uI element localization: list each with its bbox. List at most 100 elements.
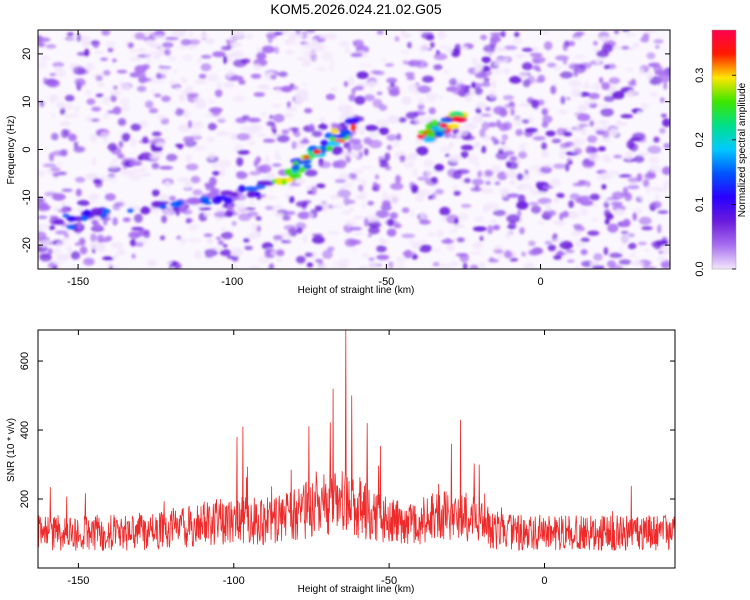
spectrogram-texture-blob	[295, 255, 306, 264]
spectrogram-texture-blob	[524, 127, 538, 133]
spectrogram-texture-blob	[456, 78, 464, 85]
spectrogram-texture-blob	[38, 42, 46, 47]
spectrogram-texture-blob	[536, 68, 542, 72]
spectrogram-texture-blob	[84, 48, 90, 57]
spectrogram-texture-blob	[484, 169, 494, 177]
spectrogram-texture-blob	[351, 87, 356, 95]
spectrogram-texture-blob	[318, 123, 328, 130]
spectrogram-texture-blob	[217, 116, 226, 121]
spectrogram-texture-blob	[646, 52, 656, 60]
spectrogram-texture-blob	[157, 68, 169, 75]
spectrogram-feature-blob	[67, 216, 77, 222]
spectrogram-texture-blob	[395, 263, 406, 269]
spectrogram-texture-blob	[566, 211, 580, 219]
spectrogram-texture-blob	[631, 250, 637, 254]
spectrogram-texture-blob	[512, 37, 523, 45]
spectrogram-texture-blob	[419, 219, 431, 225]
spectrogram-texture-blob	[236, 157, 244, 167]
spectrogram-texture-blob	[460, 203, 472, 208]
spectrogram-texture-blob	[516, 173, 524, 181]
spectrogram-texture-blob	[291, 226, 296, 233]
spectrogram-texture-blob	[584, 80, 589, 89]
spectrogram-texture-blob	[121, 132, 131, 142]
spectrogram-texture-blob	[603, 64, 611, 70]
spectrogram-texture-blob	[462, 262, 468, 269]
spectrogram-texture-blob	[233, 59, 247, 68]
spectrogram-feature-blob	[90, 207, 103, 215]
spectrogram-texture-blob	[107, 173, 116, 178]
spectrogram-texture-blob	[637, 241, 648, 246]
spectrogram-texture-blob	[314, 258, 324, 263]
spectrogram-texture-blob	[481, 121, 490, 131]
spectrogram-texture-blob	[632, 212, 637, 221]
spectrogram-texture-blob	[357, 184, 364, 192]
spectrogram-texture-blob	[511, 257, 518, 262]
spectrogram-texture-blob	[386, 228, 397, 237]
spectrogram-texture-blob	[301, 61, 312, 67]
spectrogram-y-label: Frequency (Hz)	[6, 116, 17, 185]
spectrogram-texture-blob	[301, 234, 309, 244]
spectrogram-texture-blob	[489, 256, 494, 262]
spectrogram-texture-blob	[53, 258, 63, 266]
spectrogram-texture-blob	[477, 170, 483, 178]
spectrogram-texture-blob	[45, 44, 57, 49]
spectrogram-texture-blob	[518, 103, 532, 107]
spectrogram-texture-blob	[400, 49, 410, 55]
spectrogram-texture-blob	[419, 211, 427, 220]
spectrogram-texture-blob	[651, 201, 662, 209]
spectrogram-texture-blob	[654, 187, 668, 192]
spectrogram-texture-blob	[215, 131, 230, 137]
spectrogram-texture-blob	[357, 151, 364, 158]
spectrogram-texture-blob	[118, 140, 124, 148]
spectrogram-texture-blob	[185, 154, 192, 164]
colorbar: 0.0 0.1 0.2 0.3 Normalized spectral amplitu…	[694, 29, 748, 277]
spectrogram-texture-blob	[399, 156, 406, 160]
spectrogram-texture-blob	[351, 142, 363, 151]
spectrogram-texture-blob	[43, 77, 48, 85]
spectrogram-texture-blob	[270, 74, 277, 80]
spectrogram-texture-blob	[474, 215, 484, 223]
spectrogram-texture-blob	[50, 113, 56, 118]
spectrogram-texture-blob	[595, 59, 601, 65]
spectrogram-texture-blob	[662, 118, 670, 128]
spectrogram-texture-blob	[315, 183, 326, 189]
spectrogram-texture-blob	[432, 262, 440, 267]
spectrogram-texture-blob	[301, 82, 308, 87]
spectrogram-texture-blob	[479, 128, 486, 138]
spectrogram-texture-blob	[131, 226, 144, 231]
spectrogram-texture-blob	[516, 184, 523, 192]
spectrogram-texture-blob	[337, 104, 351, 113]
spectrogram-texture-blob	[363, 94, 375, 102]
spectrogram-texture-blob	[502, 95, 515, 101]
spectrogram-texture-blob	[532, 56, 546, 64]
spectrogram-feature-blob	[329, 136, 336, 142]
spectrogram-texture-blob	[376, 254, 390, 260]
spectrogram-texture-blob	[580, 237, 590, 243]
spectrogram-texture-blob	[173, 30, 187, 38]
spectrogram-feature-blob	[291, 164, 300, 171]
spectrogram-texture-blob	[386, 77, 398, 84]
spectrogram-texture-blob	[178, 93, 186, 103]
spectrogram-texture-blob	[422, 75, 434, 83]
spectrogram-texture-blob	[105, 40, 117, 48]
spectrogram-texture-blob	[261, 45, 275, 54]
spectrogram-texture-blob	[655, 45, 660, 49]
spectrogram-texture-blob	[628, 254, 636, 258]
spectrogram-texture-blob	[509, 76, 522, 84]
spectrogram-texture-blob	[568, 200, 574, 209]
spectrogram-texture-blob	[281, 129, 290, 135]
spectrogram-texture-blob	[645, 71, 653, 80]
spectrogram-texture-blob	[638, 67, 645, 76]
spectrogram-texture-blob	[529, 187, 537, 195]
spectrogram-texture-blob	[427, 232, 436, 237]
spectrogram-texture-blob	[174, 86, 180, 92]
spectrogram-texture-blob	[272, 128, 277, 135]
spectrogram-texture-blob	[474, 87, 483, 95]
spectrogram-texture-blob	[424, 61, 429, 68]
spectrogram-texture-blob	[65, 102, 73, 111]
snr-frame	[37, 329, 676, 569]
spectrogram-feature-blob	[425, 126, 434, 131]
spectrogram-texture-blob	[176, 235, 182, 240]
spectrogram-texture-blob	[245, 33, 254, 40]
spectrogram-texture-blob	[116, 69, 128, 74]
